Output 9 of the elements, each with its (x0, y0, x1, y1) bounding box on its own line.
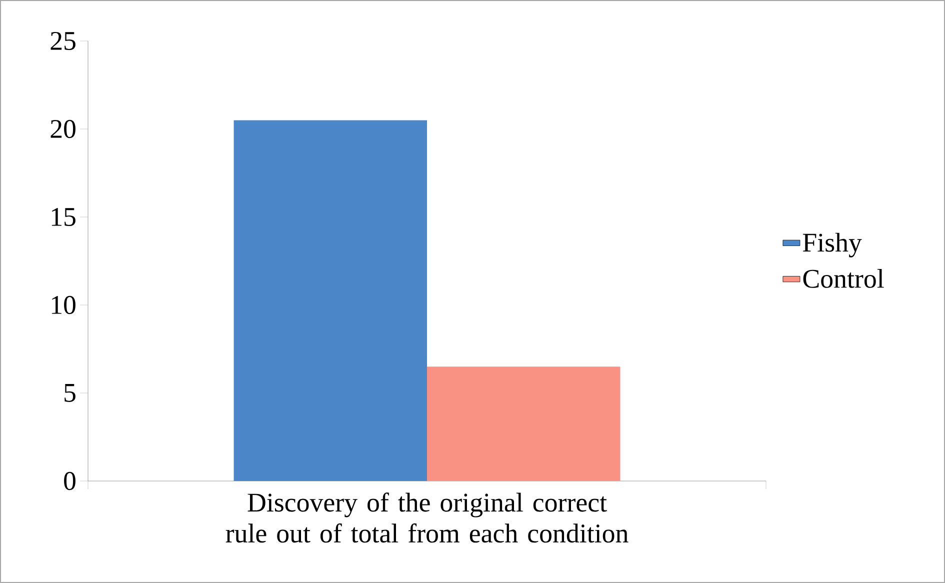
legend-label: Fishy (802, 232, 862, 258)
y-tick-label: 10 (52, 296, 76, 314)
legend-label: Control (803, 268, 884, 288)
y-tick-label: 5 (64, 384, 76, 402)
y-tick-label: 0 (64, 472, 76, 490)
y-tick-label: 15 (52, 208, 76, 226)
y-tick-label: 20 (50, 120, 76, 138)
x-tick-label: Discovery of the original correct rule out of total from each condition (226, 492, 628, 543)
y-tick-label: 25 (50, 32, 76, 50)
